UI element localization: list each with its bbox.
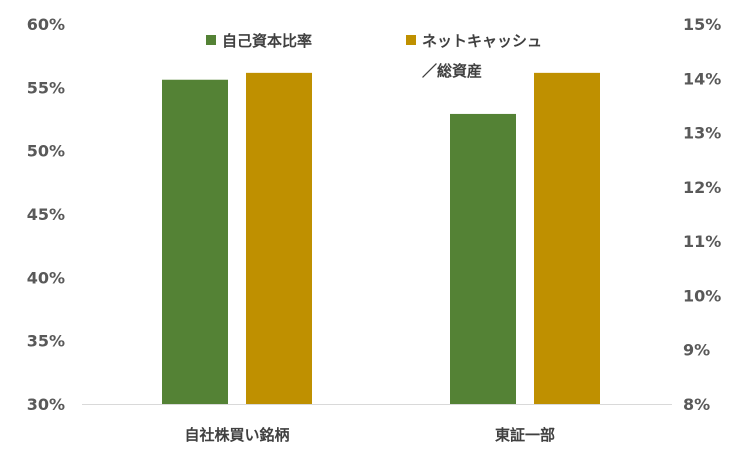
right-tick-label: 10% [683, 286, 721, 305]
right-tick-label: 8% [683, 395, 710, 414]
left-tick-label: 50% [27, 142, 65, 161]
left-tick-label: 55% [27, 78, 65, 97]
bars-group [162, 72, 600, 404]
legend-label: ／総資産 [422, 62, 482, 80]
right-tick-label: 14% [683, 69, 721, 88]
legend-label: 自己資本比率 [222, 32, 312, 50]
category-label: 東証一部 [495, 426, 555, 444]
legend: 自己資本比率 ネットキャッシュ ／総資産 [206, 32, 542, 80]
legend-swatch [406, 35, 416, 45]
left-tick-label: 40% [27, 268, 65, 287]
left-tick-label: 35% [27, 332, 65, 351]
legend-swatch [206, 35, 216, 45]
bar-net-cash [534, 72, 600, 404]
right-y-axis: 8% 9% 10% 11% 12% 13% 14% 15% [683, 15, 721, 414]
right-tick-label: 11% [683, 232, 721, 251]
left-y-axis: 30% 35% 40% 45% 50% 55% 60% [27, 15, 65, 414]
bar-equity-ratio [162, 79, 228, 404]
right-tick-label: 12% [683, 178, 721, 197]
bar-net-cash [246, 72, 312, 404]
left-tick-label: 30% [27, 395, 65, 414]
category-labels: 自社株買い銘柄 東証一部 [184, 426, 555, 444]
left-tick-label: 60% [27, 15, 65, 34]
bar-equity-ratio [450, 113, 516, 404]
right-tick-label: 9% [683, 341, 710, 360]
legend-label: ネットキャッシュ [422, 32, 542, 50]
category-label: 自社株買い銘柄 [184, 426, 289, 444]
right-tick-label: 13% [683, 124, 721, 143]
left-tick-label: 45% [27, 205, 65, 224]
right-tick-label: 15% [683, 15, 721, 34]
